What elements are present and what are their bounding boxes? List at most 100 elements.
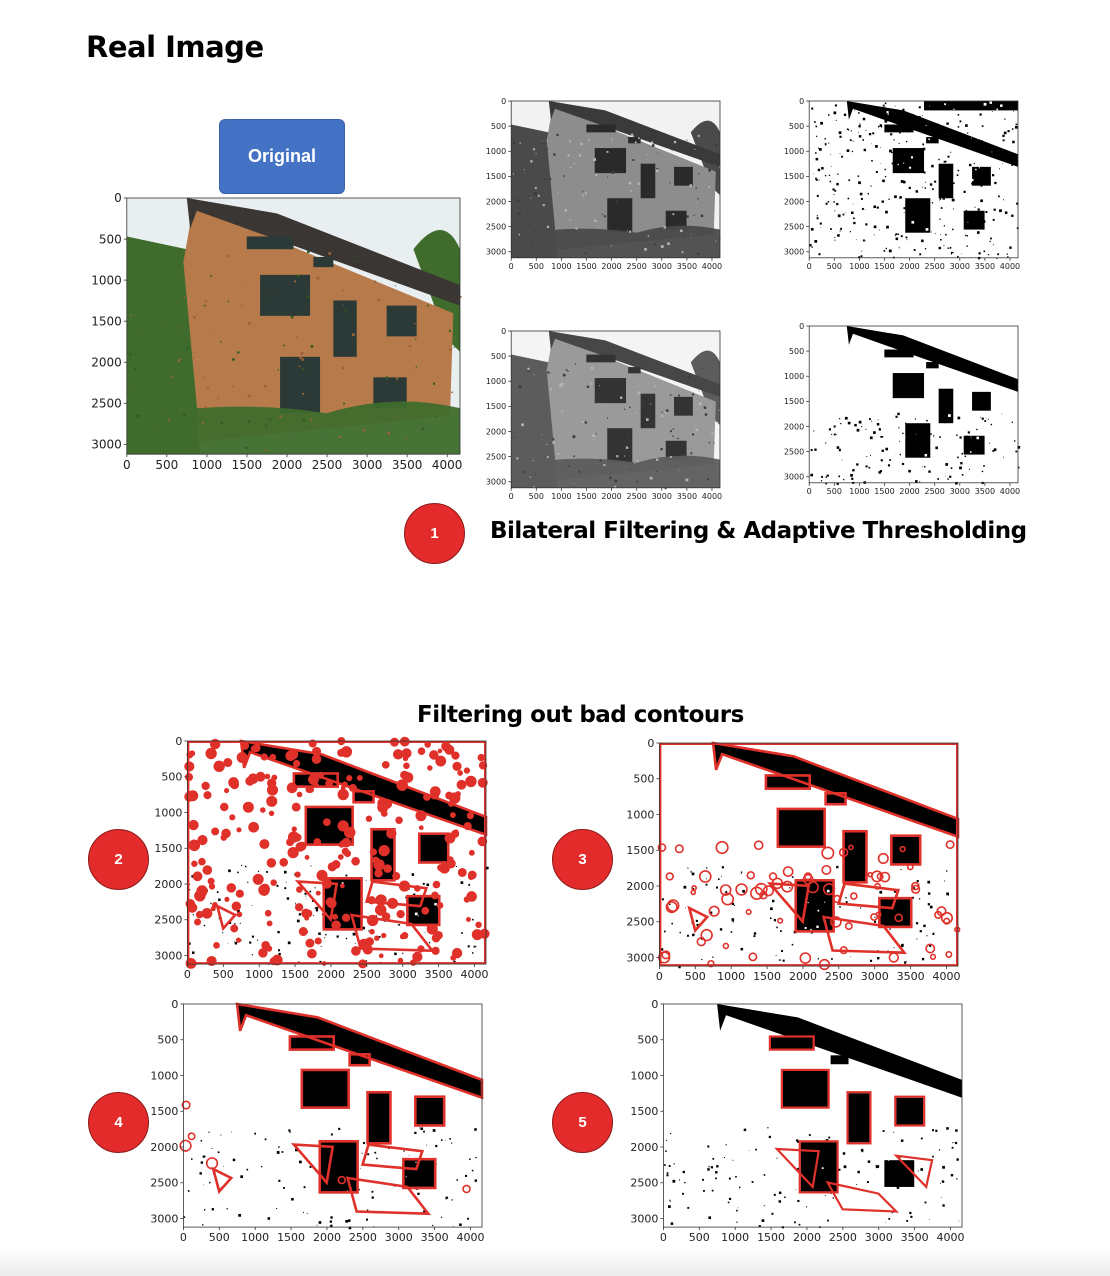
x-tick-label: 0 — [509, 262, 514, 271]
plot-frame — [187, 740, 487, 965]
plot-frame — [126, 197, 461, 455]
x-tick-label: 1000 — [551, 262, 571, 271]
plot-frame — [510, 330, 721, 489]
adaptive-threshold-plot-2: 0 500 1000 1500 2000 2500 3000 3500 4000 0 500 1000… — [782, 320, 1024, 498]
contours-plot-2-image — [184, 736, 490, 969]
x-tick-label: 3500 — [425, 968, 453, 981]
page-title: Real Image — [86, 30, 264, 64]
y-tick-label: 2500 — [486, 452, 506, 461]
x-tick-label: 2500 — [627, 262, 647, 271]
x-tick-label: 1500 — [232, 458, 263, 472]
y-tick-label: 500 — [491, 122, 506, 131]
plot-frame — [510, 100, 721, 259]
x-tick-label: 0 — [656, 970, 663, 983]
x-tick-label: 3500 — [975, 487, 995, 496]
x-tick-label: 500 — [689, 1231, 710, 1244]
y-tick-label: 1500 — [486, 402, 506, 411]
y-tick-label: 2500 — [91, 396, 122, 410]
x-tick-label: 4000 — [432, 458, 463, 472]
y-tick-label: 2000 — [150, 1141, 178, 1154]
step-badge-4: 4 — [88, 1092, 149, 1153]
plot-frame — [663, 1003, 963, 1228]
y-tick-label: 2000 — [626, 880, 654, 893]
x-tick-label: 3500 — [677, 492, 697, 501]
x-tick-label: 2500 — [312, 458, 343, 472]
step-badge-2: 2 — [88, 829, 149, 890]
x-tick-label: 0 — [184, 968, 191, 981]
x-tick-label: 500 — [155, 458, 178, 472]
y-tick-label: 2500 — [626, 916, 654, 929]
bilateral-plot-2-image — [511, 331, 721, 490]
y-tick-label: 1000 — [486, 377, 506, 386]
contours-plot-3-image — [657, 741, 961, 971]
x-tick-label: 2000 — [899, 487, 919, 496]
contours-plot-3: 0 500 1000 1500 2000 2500 3000 3500 4000 0 500 1000… — [622, 737, 964, 987]
x-tick-label: 500 — [529, 262, 544, 271]
y-tick-label: 2500 — [784, 447, 804, 456]
y-tick-label: 0 — [171, 998, 178, 1011]
y-tick-label: 2000 — [784, 422, 804, 431]
y-tick-label: 3000 — [486, 478, 506, 487]
y-tick-label: 2500 — [784, 222, 804, 231]
x-tick-label: 3500 — [901, 1231, 929, 1244]
x-tick-label: 2000 — [317, 968, 345, 981]
y-tick-label: 500 — [789, 347, 804, 356]
y-tick-label: 1500 — [91, 314, 122, 328]
y-tick-label: 2500 — [154, 914, 182, 927]
x-tick-label: 2500 — [627, 492, 647, 501]
x-tick-label: 2000 — [272, 458, 303, 472]
y-tick-label: 2000 — [486, 427, 506, 436]
y-tick-label: 0 — [175, 735, 182, 748]
x-tick-label: 500 — [827, 262, 842, 271]
bilateral-plot-1-image — [511, 101, 721, 258]
y-tick-label: 3000 — [630, 1212, 658, 1225]
y-tick-label: 1500 — [784, 397, 804, 406]
y-tick-label: 1500 — [626, 844, 654, 857]
y-tick-label: 2500 — [630, 1177, 658, 1190]
y-tick-label: 500 — [99, 232, 122, 246]
x-tick-label: 2500 — [353, 968, 381, 981]
x-tick-label: 1500 — [576, 492, 596, 501]
y-tick-label: 3000 — [784, 248, 804, 257]
contours-plot-4: 0 500 1000 1500 2000 2500 3000 3500 4000 0 500 1000… — [146, 998, 488, 1248]
x-tick-label: 1000 — [241, 1231, 269, 1244]
y-tick-label: 500 — [789, 122, 804, 131]
contours-plot-5-svg: 0 500 1000 1500 2000 2500 3000 3500 4000 0 500 1000… — [630, 998, 964, 1244]
x-tick-label: 1000 — [717, 970, 745, 983]
original-button[interactable]: Original — [219, 119, 345, 194]
x-tick-label: 3000 — [389, 968, 417, 981]
y-tick-label: 1500 — [154, 842, 182, 855]
original-plot-svg: 0 500 1000 1500 2000 2500 3000 3500 4000 0 500 1000… — [91, 191, 463, 472]
x-tick-label: 1000 — [245, 968, 273, 981]
y-tick-label: 1000 — [630, 1069, 658, 1082]
x-tick-label: 2500 — [925, 262, 945, 271]
y-tick-label: 500 — [633, 773, 654, 786]
plot-frame — [808, 325, 1019, 484]
y-tick-label: 0 — [799, 322, 804, 331]
x-tick-label: 4000 — [933, 970, 961, 983]
y-tick-label: 1000 — [784, 372, 804, 381]
x-tick-label: 2000 — [601, 262, 621, 271]
x-tick-label: 3500 — [392, 458, 423, 472]
x-tick-label: 2500 — [829, 1231, 857, 1244]
x-tick-label: 3000 — [950, 487, 970, 496]
x-tick-label: 500 — [209, 1231, 230, 1244]
bilateral-plot-2: 0 500 1000 1500 2000 2500 3000 3500 4000 0 500 1000… — [484, 325, 726, 503]
x-tick-label: 1000 — [721, 1231, 749, 1244]
x-tick-label: 0 — [660, 1231, 667, 1244]
x-tick-label: 2000 — [313, 1231, 341, 1244]
x-tick-label: 500 — [827, 487, 842, 496]
contours-plot-2-svg: 0 500 1000 1500 2000 2500 3000 3500 4000 0 500 1000… — [154, 735, 490, 981]
x-tick-label: 4000 — [1000, 487, 1020, 496]
contours-plot-3-svg: 0 500 1000 1500 2000 2500 3000 3500 4000 0 500 1000… — [626, 737, 961, 983]
section-caption-2: Filtering out bad contours — [417, 702, 744, 728]
y-tick-label: 3000 — [784, 473, 804, 482]
x-tick-label: 2500 — [825, 970, 853, 983]
step-badge-5: 5 — [552, 1092, 613, 1153]
y-tick-label: 500 — [157, 1034, 178, 1047]
x-tick-label: 1500 — [277, 1231, 305, 1244]
step-badge-3: 3 — [552, 829, 613, 890]
x-tick-label: 4000 — [1000, 262, 1020, 271]
x-tick-label: 3000 — [385, 1231, 413, 1244]
y-tick-label: 2500 — [150, 1177, 178, 1190]
